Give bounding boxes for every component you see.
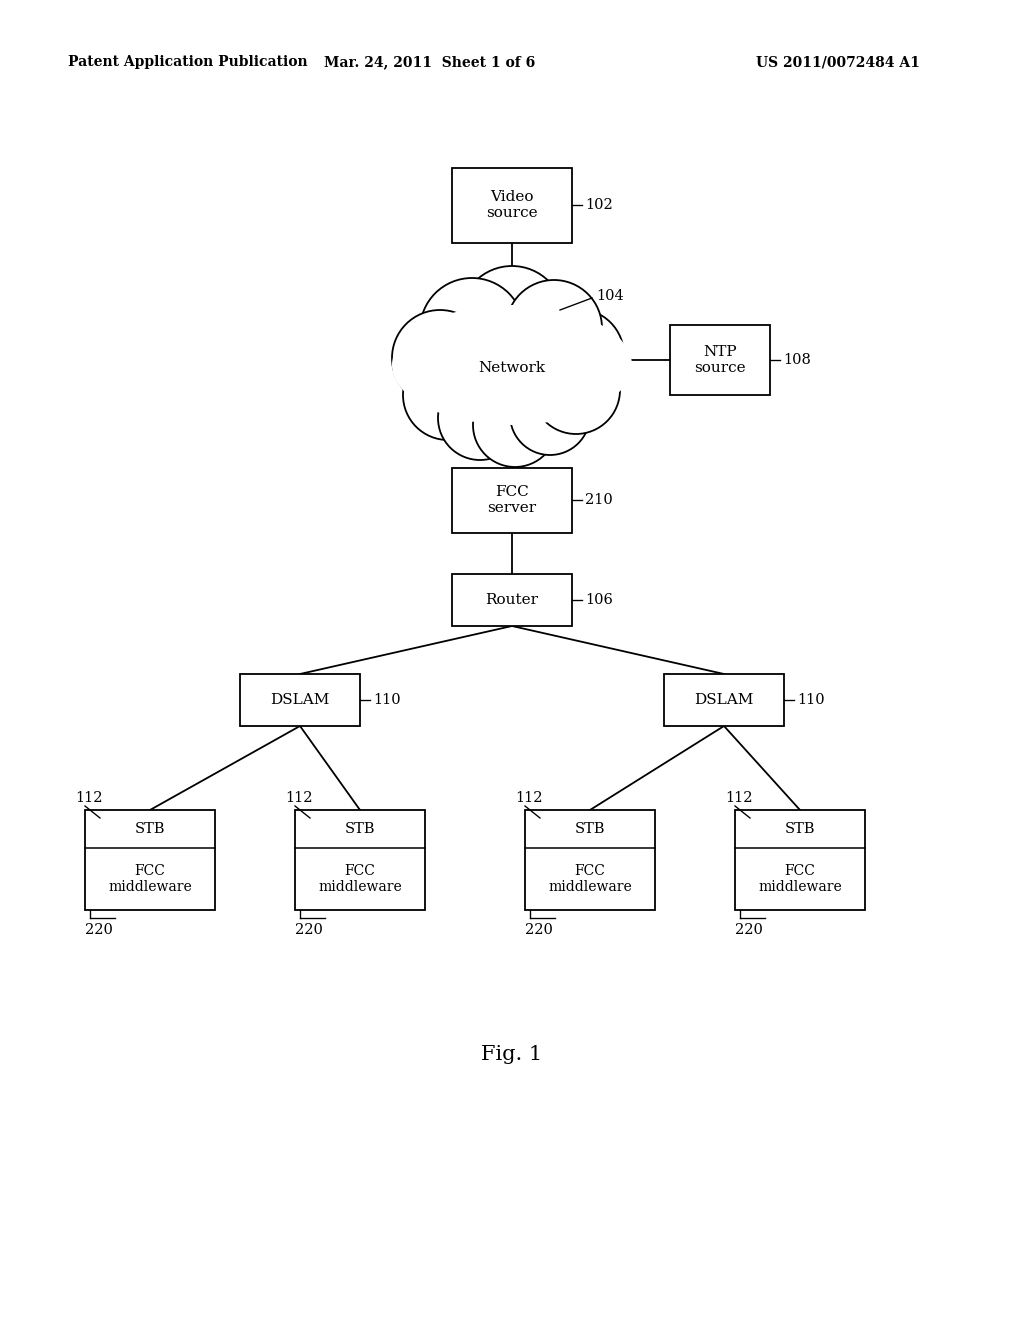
Text: Network: Network <box>478 360 546 375</box>
Text: 220: 220 <box>735 923 763 937</box>
Circle shape <box>532 309 624 401</box>
Text: 108: 108 <box>783 352 811 367</box>
Text: DSLAM: DSLAM <box>694 693 754 708</box>
Bar <box>452 467 572 532</box>
Bar <box>525 810 655 909</box>
Circle shape <box>460 267 564 370</box>
Bar <box>452 574 572 626</box>
Circle shape <box>532 346 620 434</box>
Text: Fig. 1: Fig. 1 <box>481 1045 543 1064</box>
Text: DSLAM: DSLAM <box>270 693 330 708</box>
Text: 112: 112 <box>75 791 102 805</box>
Text: 110: 110 <box>373 693 400 708</box>
Text: STB: STB <box>574 822 605 836</box>
Circle shape <box>438 376 522 459</box>
Ellipse shape <box>392 305 632 425</box>
Text: 112: 112 <box>515 791 543 805</box>
Text: Patent Application Publication: Patent Application Publication <box>68 55 307 69</box>
Text: FCC
middleware: FCC middleware <box>318 863 401 894</box>
Bar <box>85 810 215 909</box>
Bar <box>664 675 784 726</box>
Circle shape <box>473 383 557 467</box>
Text: Mar. 24, 2011  Sheet 1 of 6: Mar. 24, 2011 Sheet 1 of 6 <box>325 55 536 69</box>
Circle shape <box>420 279 524 381</box>
Text: 102: 102 <box>585 198 612 213</box>
Circle shape <box>403 350 493 440</box>
Bar <box>670 325 770 395</box>
Text: 110: 110 <box>797 693 824 708</box>
Text: FCC
server: FCC server <box>487 484 537 515</box>
Text: NTP
source: NTP source <box>694 345 745 375</box>
Circle shape <box>510 375 590 455</box>
Text: Video
source: Video source <box>486 190 538 220</box>
Text: FCC
middleware: FCC middleware <box>548 863 632 894</box>
Text: 220: 220 <box>525 923 553 937</box>
Text: FCC
middleware: FCC middleware <box>758 863 842 894</box>
Text: 106: 106 <box>585 593 613 607</box>
Circle shape <box>506 280 602 376</box>
Text: Router: Router <box>485 593 539 607</box>
Bar <box>240 675 360 726</box>
Text: STB: STB <box>135 822 165 836</box>
Text: STB: STB <box>784 822 815 836</box>
Bar <box>295 810 425 909</box>
Text: 220: 220 <box>295 923 323 937</box>
Text: 112: 112 <box>725 791 753 805</box>
Text: STB: STB <box>345 822 375 836</box>
Circle shape <box>392 310 488 407</box>
Text: 112: 112 <box>285 791 312 805</box>
Text: US 2011/0072484 A1: US 2011/0072484 A1 <box>756 55 920 69</box>
Bar <box>735 810 865 909</box>
Bar <box>452 168 572 243</box>
Text: 220: 220 <box>85 923 113 937</box>
Text: 210: 210 <box>585 492 612 507</box>
Text: FCC
middleware: FCC middleware <box>109 863 191 894</box>
Text: 104: 104 <box>596 289 624 304</box>
